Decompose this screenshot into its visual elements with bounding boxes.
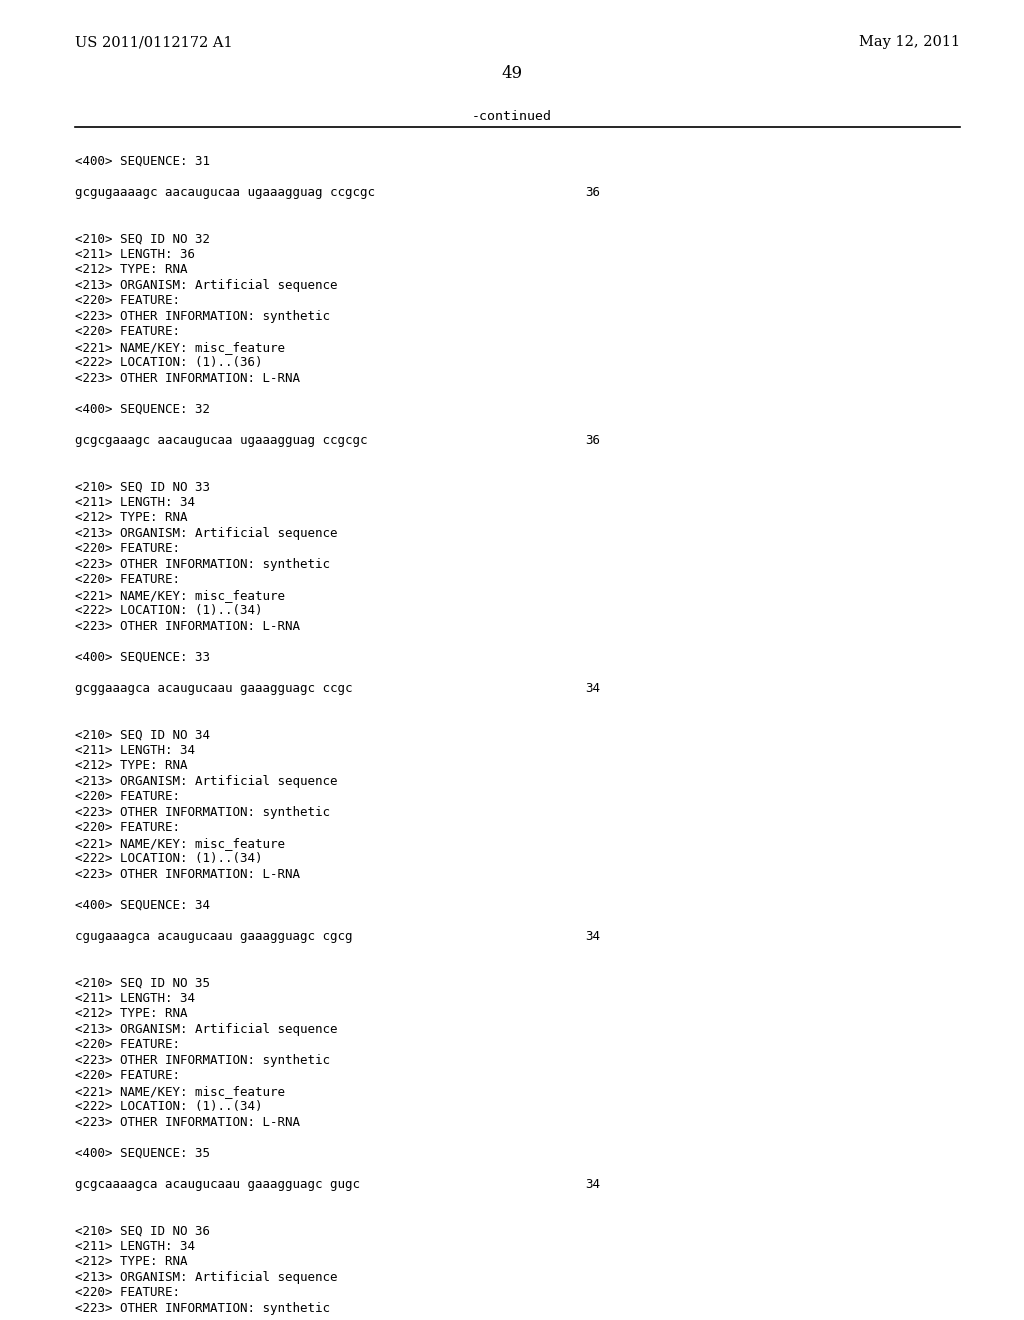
Text: gcggaaagca acaugucaau gaaagguagc ccgc: gcggaaagca acaugucaau gaaagguagc ccgc [75, 682, 352, 696]
Text: cgugaaagca acaugucaau gaaagguagc cgcg: cgugaaagca acaugucaau gaaagguagc cgcg [75, 931, 352, 942]
Text: <400> SEQUENCE: 34: <400> SEQUENCE: 34 [75, 899, 210, 912]
Text: <220> FEATURE:: <220> FEATURE: [75, 294, 180, 308]
Text: <400> SEQUENCE: 32: <400> SEQUENCE: 32 [75, 403, 210, 416]
Text: <223> OTHER INFORMATION: synthetic: <223> OTHER INFORMATION: synthetic [75, 558, 330, 572]
Text: <212> TYPE: RNA: <212> TYPE: RNA [75, 264, 187, 276]
Text: <220> FEATURE:: <220> FEATURE: [75, 821, 180, 834]
Text: <213> ORGANISM: Artificial sequence: <213> ORGANISM: Artificial sequence [75, 279, 338, 292]
Text: <211> LENGTH: 34: <211> LENGTH: 34 [75, 993, 195, 1005]
Text: <220> FEATURE:: <220> FEATURE: [75, 1069, 180, 1082]
Text: <221> NAME/KEY: misc_feature: <221> NAME/KEY: misc_feature [75, 837, 285, 850]
Text: <220> FEATURE:: <220> FEATURE: [75, 326, 180, 338]
Text: <211> LENGTH: 36: <211> LENGTH: 36 [75, 248, 195, 261]
Text: <213> ORGANISM: Artificial sequence: <213> ORGANISM: Artificial sequence [75, 1271, 338, 1284]
Text: <223> OTHER INFORMATION: L-RNA: <223> OTHER INFORMATION: L-RNA [75, 869, 300, 880]
Text: <212> TYPE: RNA: <212> TYPE: RNA [75, 1255, 187, 1269]
Text: <221> NAME/KEY: misc_feature: <221> NAME/KEY: misc_feature [75, 589, 285, 602]
Text: <222> LOCATION: (1)..(34): <222> LOCATION: (1)..(34) [75, 853, 262, 866]
Text: US 2011/0112172 A1: US 2011/0112172 A1 [75, 36, 232, 49]
Text: May 12, 2011: May 12, 2011 [859, 36, 961, 49]
Text: <222> LOCATION: (1)..(34): <222> LOCATION: (1)..(34) [75, 1101, 262, 1114]
Text: <400> SEQUENCE: 31: <400> SEQUENCE: 31 [75, 154, 210, 168]
Text: <210> SEQ ID NO 34: <210> SEQ ID NO 34 [75, 729, 210, 742]
Text: <213> ORGANISM: Artificial sequence: <213> ORGANISM: Artificial sequence [75, 527, 338, 540]
Text: <223> OTHER INFORMATION: synthetic: <223> OTHER INFORMATION: synthetic [75, 1053, 330, 1067]
Text: <212> TYPE: RNA: <212> TYPE: RNA [75, 759, 187, 772]
Text: 49: 49 [502, 65, 522, 82]
Text: <223> OTHER INFORMATION: L-RNA: <223> OTHER INFORMATION: L-RNA [75, 1115, 300, 1129]
Text: 36: 36 [585, 434, 600, 447]
Text: <221> NAME/KEY: misc_feature: <221> NAME/KEY: misc_feature [75, 341, 285, 354]
Text: <212> TYPE: RNA: <212> TYPE: RNA [75, 1007, 187, 1020]
Text: 34: 34 [585, 1177, 600, 1191]
Text: <400> SEQUENCE: 35: <400> SEQUENCE: 35 [75, 1147, 210, 1160]
Text: -continued: -continued [472, 110, 552, 123]
Text: <220> FEATURE:: <220> FEATURE: [75, 1287, 180, 1299]
Text: 36: 36 [585, 186, 600, 199]
Text: <210> SEQ ID NO 32: <210> SEQ ID NO 32 [75, 232, 210, 246]
Text: <211> LENGTH: 34: <211> LENGTH: 34 [75, 496, 195, 510]
Text: <210> SEQ ID NO 35: <210> SEQ ID NO 35 [75, 977, 210, 990]
Text: <222> LOCATION: (1)..(34): <222> LOCATION: (1)..(34) [75, 605, 262, 618]
Text: gcgcaaaagca acaugucaau gaaagguagc gugc: gcgcaaaagca acaugucaau gaaagguagc gugc [75, 1177, 360, 1191]
Text: 34: 34 [585, 682, 600, 696]
Text: <222> LOCATION: (1)..(36): <222> LOCATION: (1)..(36) [75, 356, 262, 370]
Text: <223> OTHER INFORMATION: synthetic: <223> OTHER INFORMATION: synthetic [75, 310, 330, 323]
Text: <223> OTHER INFORMATION: L-RNA: <223> OTHER INFORMATION: L-RNA [75, 620, 300, 634]
Text: <211> LENGTH: 34: <211> LENGTH: 34 [75, 1239, 195, 1253]
Text: <211> LENGTH: 34: <211> LENGTH: 34 [75, 744, 195, 756]
Text: <213> ORGANISM: Artificial sequence: <213> ORGANISM: Artificial sequence [75, 775, 338, 788]
Text: <212> TYPE: RNA: <212> TYPE: RNA [75, 511, 187, 524]
Text: <220> FEATURE:: <220> FEATURE: [75, 543, 180, 556]
Text: 34: 34 [585, 931, 600, 942]
Text: <220> FEATURE:: <220> FEATURE: [75, 791, 180, 804]
Text: <221> NAME/KEY: misc_feature: <221> NAME/KEY: misc_feature [75, 1085, 285, 1098]
Text: <400> SEQUENCE: 33: <400> SEQUENCE: 33 [75, 651, 210, 664]
Text: <223> OTHER INFORMATION: synthetic: <223> OTHER INFORMATION: synthetic [75, 807, 330, 818]
Text: gcgcgaaagc aacaugucaa ugaaagguag ccgcgc: gcgcgaaagc aacaugucaa ugaaagguag ccgcgc [75, 434, 368, 447]
Text: <223> OTHER INFORMATION: L-RNA: <223> OTHER INFORMATION: L-RNA [75, 372, 300, 385]
Text: <223> OTHER INFORMATION: synthetic: <223> OTHER INFORMATION: synthetic [75, 1302, 330, 1315]
Text: <220> FEATURE:: <220> FEATURE: [75, 573, 180, 586]
Text: <210> SEQ ID NO 36: <210> SEQ ID NO 36 [75, 1225, 210, 1237]
Text: gcgugaaaagc aacaugucaa ugaaagguag ccgcgc: gcgugaaaagc aacaugucaa ugaaagguag ccgcgc [75, 186, 375, 199]
Text: <210> SEQ ID NO 33: <210> SEQ ID NO 33 [75, 480, 210, 494]
Text: <213> ORGANISM: Artificial sequence: <213> ORGANISM: Artificial sequence [75, 1023, 338, 1036]
Text: <220> FEATURE:: <220> FEATURE: [75, 1039, 180, 1052]
